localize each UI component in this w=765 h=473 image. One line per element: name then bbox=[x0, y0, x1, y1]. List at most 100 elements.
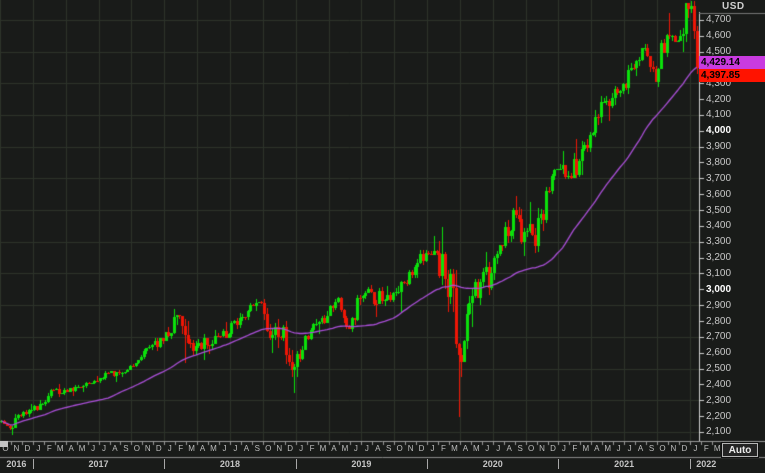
y-tick-label: 3,300 bbox=[706, 236, 732, 248]
y-tick-label: 3,500 bbox=[706, 204, 732, 216]
y-tick-label: 4,600 bbox=[706, 30, 732, 42]
y-tick-label: 3,900 bbox=[706, 141, 732, 153]
month-label: N bbox=[13, 444, 20, 453]
month-label: J bbox=[102, 444, 107, 453]
month-label: D bbox=[681, 444, 688, 453]
year-label: 2018 bbox=[219, 459, 240, 469]
month-label: A bbox=[331, 444, 337, 453]
month-label: A bbox=[462, 444, 469, 453]
month-label: M bbox=[78, 444, 86, 453]
month-label: J bbox=[91, 444, 96, 453]
month-label: S bbox=[648, 444, 655, 453]
month-label: S bbox=[123, 444, 129, 453]
month-label: A bbox=[112, 444, 118, 453]
month-label: J bbox=[561, 444, 566, 453]
moving-average-price-label: 4,429.14 bbox=[699, 56, 765, 70]
month-label: S bbox=[517, 444, 523, 453]
year-separator bbox=[427, 459, 429, 469]
month-label: D bbox=[155, 444, 162, 453]
month-label: D bbox=[24, 444, 31, 453]
y-tick-label: 3,600 bbox=[706, 188, 732, 200]
month-label: A bbox=[594, 444, 600, 453]
month-label: A bbox=[637, 444, 644, 453]
month-label: O bbox=[265, 444, 272, 453]
month-label: S bbox=[386, 444, 392, 453]
month-label: J bbox=[353, 444, 358, 453]
month-label: J bbox=[485, 444, 490, 453]
year-separator bbox=[32, 459, 34, 469]
year-separator bbox=[295, 459, 297, 469]
year-separator bbox=[164, 459, 166, 469]
month-label: F bbox=[441, 444, 446, 453]
y-tick-label: 3,200 bbox=[706, 252, 732, 264]
year-label: 2021 bbox=[614, 459, 635, 469]
month-label: J bbox=[627, 444, 632, 453]
year-label: 2020 bbox=[482, 459, 503, 469]
month-label: J bbox=[430, 444, 435, 453]
month-label: S bbox=[254, 444, 260, 453]
y-tick-label: 4,500 bbox=[706, 46, 732, 58]
month-label: M bbox=[604, 444, 612, 453]
month-label: D bbox=[287, 444, 294, 453]
month-label: F bbox=[178, 444, 184, 453]
month-label: O bbox=[2, 444, 9, 453]
y-tick-label: 2,900 bbox=[706, 299, 732, 311]
month-label: J bbox=[496, 444, 501, 453]
y-tick-label: 4,700 bbox=[706, 14, 732, 26]
month-label: O bbox=[133, 444, 140, 453]
month-label: J bbox=[167, 444, 172, 453]
year-label: 2019 bbox=[351, 459, 372, 469]
month-label: M bbox=[210, 444, 217, 453]
currency-label: USD bbox=[722, 1, 745, 12]
month-label: A bbox=[199, 444, 206, 453]
month-label: J bbox=[693, 444, 698, 453]
y-tick-label: 4,200 bbox=[706, 93, 732, 105]
month-label: A bbox=[243, 444, 250, 453]
y-tick-label: 4,000 bbox=[706, 125, 732, 137]
month-label: N bbox=[276, 444, 283, 453]
y-tick-label: 2,100 bbox=[706, 426, 732, 438]
month-label: A bbox=[506, 444, 512, 453]
year-label: 2017 bbox=[88, 459, 109, 469]
month-label: J bbox=[364, 444, 369, 453]
month-label: D bbox=[418, 444, 425, 453]
y-tick-label: 4,300 bbox=[706, 77, 732, 89]
month-label: F bbox=[703, 444, 709, 453]
month-label: M bbox=[472, 444, 480, 453]
y-tick-label: 3,100 bbox=[706, 267, 732, 279]
year-separator bbox=[689, 459, 691, 469]
y-tick-label: 3,800 bbox=[706, 156, 732, 168]
year-label: 2022 bbox=[696, 459, 717, 469]
month-label: A bbox=[68, 444, 74, 453]
month-label: M bbox=[56, 444, 64, 453]
month-label: N bbox=[539, 444, 545, 453]
month-label: F bbox=[46, 444, 52, 453]
month-label: J bbox=[36, 444, 41, 453]
year-label: 2016 bbox=[6, 459, 27, 469]
month-label: M bbox=[319, 444, 327, 453]
month-label: F bbox=[309, 444, 315, 453]
month-label: M bbox=[582, 444, 590, 453]
auto-scale-button[interactable]: Auto bbox=[722, 443, 758, 457]
y-tick-label: 2,200 bbox=[706, 410, 732, 422]
month-label: N bbox=[144, 444, 151, 453]
month-label: J bbox=[222, 444, 227, 453]
y-tick-label: 2,600 bbox=[706, 347, 732, 359]
month-label: M bbox=[341, 444, 349, 453]
month-label: N bbox=[407, 444, 414, 453]
month-label: A bbox=[375, 444, 381, 453]
month-label: D bbox=[550, 444, 556, 453]
month-label: J bbox=[299, 444, 304, 453]
scrollbar-handle[interactable] bbox=[0, 441, 8, 447]
year-separator bbox=[558, 459, 560, 469]
y-tick-label: 2,500 bbox=[706, 363, 732, 375]
month-label: O bbox=[659, 444, 666, 453]
y-tick-label: 4,100 bbox=[706, 109, 732, 121]
y-tick-label: 3,000 bbox=[706, 283, 732, 295]
last-price-label: 4,397.85 bbox=[699, 69, 765, 83]
y-tick-label: 2,300 bbox=[706, 394, 732, 406]
y-tick-label: 2,400 bbox=[706, 378, 732, 390]
month-label: M bbox=[188, 444, 195, 453]
